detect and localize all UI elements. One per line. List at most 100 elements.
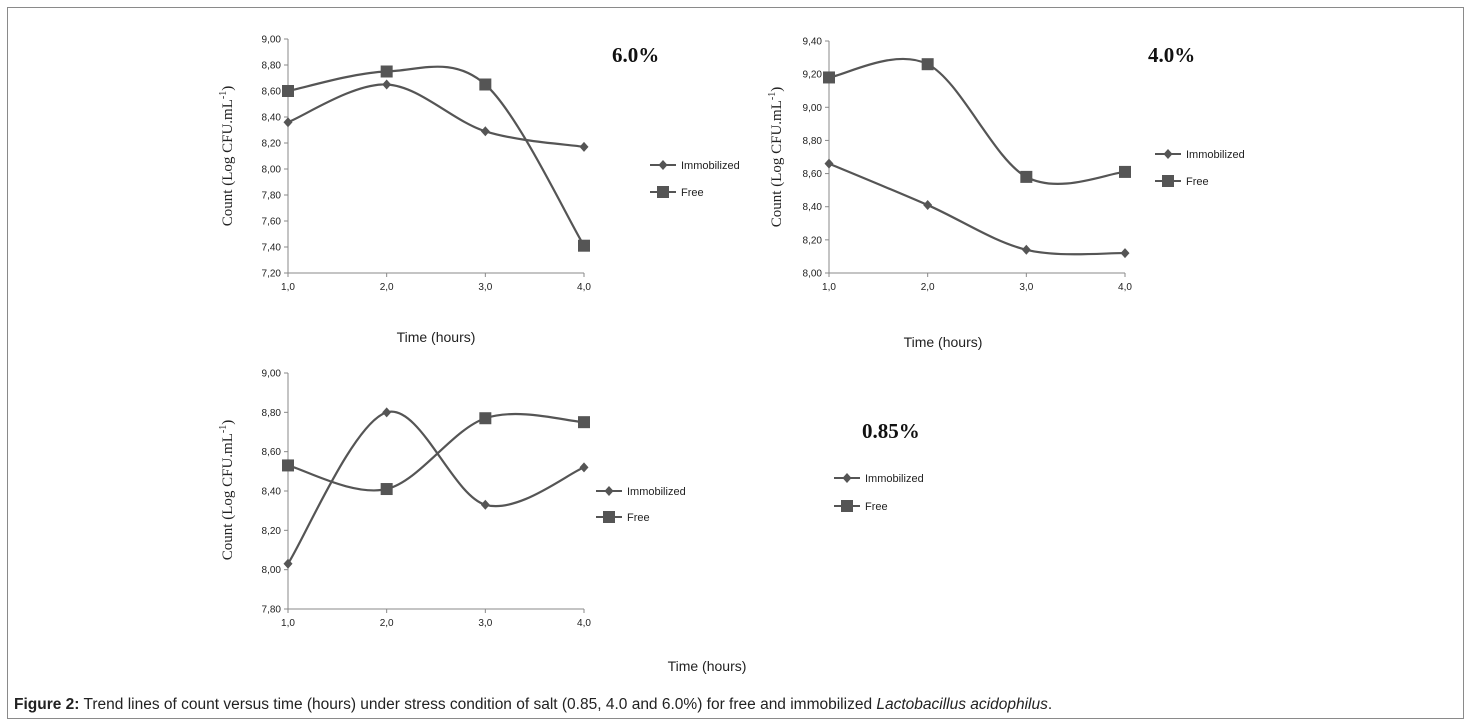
legend-immobilized-label: Immobilized [681,160,740,172]
y-axis-label-main: Count (Log CFU.mL [220,99,236,226]
x-axis-label: Time (hours) [904,334,983,350]
y-tick-label: 7,80 [262,605,282,616]
y-tick-label: 8,00 [803,269,823,280]
chart-panel-1: 8,00 8,20 8,40 8,60 8,80 9,00 9,20 9,40 1,0 2,0 3,… [767,37,1245,351]
chart-title: 6.0% [612,43,659,67]
x-tick-label: 3,0 [478,282,492,293]
y-tick-label: 8,00 [262,565,282,576]
y-tick-label: 8,20 [262,139,282,150]
data-point-immobilized [382,79,392,90]
caption-end: . [1047,696,1053,713]
data-point-free [578,416,590,429]
data-point-immobilized [1021,244,1031,255]
x-tick-label: 4,0 [577,282,591,293]
legend-free-marker [603,511,615,523]
data-point-immobilized [480,126,490,137]
data-point-immobilized [824,158,834,169]
y-tick-label: 8,40 [803,202,823,213]
y-tick-label: 8,80 [803,136,823,147]
x-tick-label: 3,0 [1019,282,1033,293]
y-axis-label: Count (Log CFU.mL-1) [218,86,236,226]
series-line-immobilized [828,162,1126,256]
x-tick-label: 2,0 [380,618,394,629]
y-tick-label: 7,60 [262,217,282,228]
y-axis-label-main: Count (Log CFU.mL [769,100,785,227]
legend-free-marker [1162,175,1174,187]
x-tick-label: 4,0 [577,618,591,629]
legend-free-label: Free [627,512,650,524]
y-tick-label: 8,20 [803,235,823,246]
series-line-immobilized [287,83,585,148]
x-axis-label: Time (hours) [668,658,747,674]
chart-legend: Immobilized Free [596,486,686,524]
chart-panel-2: 7,80 8,00 8,20 8,40 8,60 8,80 9,00 1,0 2,0 3,0 4,0… [218,369,920,675]
y-tick-label: 8,00 [262,165,282,176]
legend-free-label: Free [865,501,888,513]
chart-legend: Immobilized Free [1155,149,1245,188]
y-tick-label: 8,40 [262,487,282,498]
data-point-immobilized [579,462,589,473]
legend-immobilized-label: Immobilized [865,473,924,485]
y-axis-label: Count (Log CFU.mL-1) [767,87,785,227]
legend-immobilized-label: Immobilized [627,486,686,498]
data-point-free [1119,165,1131,178]
x-tick-label: 1,0 [281,618,295,629]
y-axis-label: Count (Log CFU.mL-1) [218,420,236,560]
data-point-immobilized [1120,248,1130,259]
caption-text: Trend lines of count versus time (hours)… [79,696,877,713]
legend-immobilized-marker [842,473,852,483]
caption-label: Figure 2: [14,696,80,713]
data-point-immobilized [382,407,392,418]
data-point-immobilized [579,141,589,152]
y-tick-label: 8,60 [262,87,282,98]
x-axis-label: Time (hours) [397,329,476,345]
y-axis-label-end: ) [220,420,236,425]
chart-title: 0.85% [862,419,920,443]
legend-immobilized-marker [658,160,668,170]
legend-free-label: Free [1186,176,1209,188]
y-tick-label: 8,60 [262,447,282,458]
caption-species: Lactobacillus acidophilus [876,696,1048,713]
chart-panel-0: 7,20 7,40 7,60 7,80 8,00 8,20 8,40 8,60 8,80 9,00… [218,35,740,346]
y-tick-label: 9,00 [803,103,823,114]
series-line-free [287,412,585,492]
y-tick-label: 7,80 [262,191,282,202]
legend-free-label: Free [681,187,704,199]
data-point-free [921,58,934,71]
legend-immobilized-marker [604,486,614,496]
chart-legend: Immobilized Free [650,160,740,199]
y-tick-label: 8,80 [262,408,282,419]
x-tick-label: 1,0 [822,282,836,293]
y-axis-label-sup: -1 [218,91,229,99]
y-axis-label-sup: -1 [767,92,778,100]
data-point-free [479,78,492,91]
legend-immobilized-label: Immobilized [1186,149,1245,161]
data-point-immobilized [923,200,933,211]
figure-caption: Figure 2: Trend lines of count versus ti… [14,696,1464,714]
legend-free-marker [841,500,853,512]
extra-legend: Immobilized Free [834,473,924,513]
y-tick-label: 8,60 [803,169,823,180]
y-tick-label: 9,20 [803,70,823,81]
figure-frame [7,7,1464,719]
data-point-free [1020,170,1033,183]
y-axis-label-main: Count (Log CFU.mL [220,433,236,560]
x-tick-label: 1,0 [281,282,295,293]
data-point-immobilized [283,558,293,569]
data-point-free [479,412,492,425]
data-point-free [578,239,590,252]
y-tick-label: 8,40 [262,113,282,124]
y-tick-label: 9,40 [803,37,823,48]
legend-free-marker [657,186,669,198]
data-point-immobilized [480,499,490,510]
series-line-immobilized [287,410,585,565]
data-point-free [282,85,294,97]
chart-title: 4.0% [1148,43,1195,67]
x-tick-label: 4,0 [1118,282,1132,293]
y-axis-label-sup: -1 [218,425,229,433]
data-point-immobilized [283,117,293,128]
y-tick-label: 8,80 [262,61,282,72]
y-tick-label: 7,20 [262,269,282,280]
series-line-free [828,57,1126,185]
